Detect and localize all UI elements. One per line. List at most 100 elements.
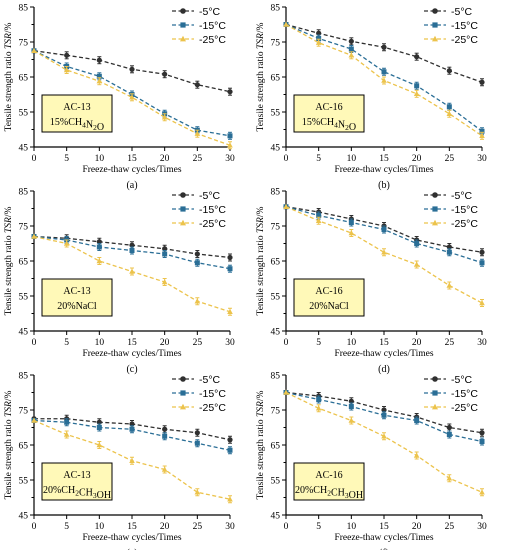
- data-point: [96, 73, 102, 79]
- legend-entry: -15°C: [172, 20, 226, 32]
- annotation-box: AC-16 20%CH2CH3OH: [293, 462, 365, 501]
- mixture-label: AC-13: [63, 286, 90, 297]
- y-axis-label: Tensile strength ratio TSR/%: [256, 206, 266, 315]
- mixture-label: AC-16: [315, 286, 342, 297]
- y-tick-label: 55: [271, 477, 281, 487]
- y-tick-label: 65: [271, 74, 281, 84]
- y-axis-label: Tensile strength ratio TSR/%: [256, 22, 266, 131]
- legend-label: -5°C: [451, 6, 473, 18]
- y-tick-label: 55: [271, 293, 281, 303]
- panel-caption: (a): [126, 180, 137, 191]
- x-axis-label: Freeze-thaw cycles/Times: [82, 165, 181, 175]
- annotation-box: AC-13 20%NaCl: [41, 278, 113, 317]
- data-point: [381, 249, 387, 255]
- legend-label: -25°C: [451, 34, 478, 46]
- x-tick-label: 25: [193, 338, 203, 348]
- x-tick-label: 0: [32, 154, 37, 164]
- data-point: [161, 466, 168, 472]
- data-point: [381, 77, 387, 83]
- x-tick-label: 30: [225, 338, 235, 348]
- y-tick-label: 75: [271, 39, 281, 49]
- data-point: [129, 66, 135, 72]
- x-tick-label: 10: [95, 522, 105, 532]
- data-point: [446, 424, 452, 431]
- legend-entry: -15°C: [424, 388, 478, 400]
- solution-label: 20%NaCl: [57, 301, 97, 312]
- data-point: [63, 240, 70, 246]
- y-tick-label: 65: [271, 442, 281, 452]
- panel-caption: (b): [378, 180, 390, 191]
- series--25°C: [31, 417, 233, 504]
- data-point: [31, 233, 37, 239]
- series--25°C: [283, 203, 485, 307]
- data-point: [283, 21, 289, 27]
- y-axis-label: Tensile strength ratio TSR/%: [4, 206, 14, 315]
- data-point: [194, 130, 201, 136]
- x-tick-label: 15: [379, 154, 389, 164]
- data-point: [414, 54, 420, 60]
- legend-entry: -15°C: [424, 204, 478, 216]
- legend-marker: [180, 192, 186, 198]
- data-point: [283, 389, 289, 395]
- y-tick-label: 45: [271, 328, 281, 338]
- x-axis-label: Freeze-thaw cycles/Times: [334, 349, 433, 359]
- y-tick-label: 65: [19, 74, 29, 84]
- data-point: [227, 447, 233, 453]
- data-point: [96, 425, 102, 430]
- data-point: [315, 39, 322, 45]
- y-tick-label: 75: [19, 39, 29, 49]
- panel-caption: (c): [126, 364, 137, 375]
- x-tick-label: 0: [32, 338, 37, 348]
- legend-entry: -25°C: [172, 218, 226, 230]
- data-point: [96, 258, 103, 264]
- series--15°C: [31, 418, 233, 455]
- data-point: [446, 104, 452, 110]
- y-tick-label: 75: [19, 223, 29, 233]
- legend-entry: -25°C: [172, 34, 226, 46]
- y-tick-label: 75: [271, 223, 281, 233]
- legend-entry: -5°C: [172, 190, 221, 202]
- mixture-label: AC-13: [63, 102, 90, 113]
- data-point: [381, 433, 387, 439]
- data-point: [96, 78, 103, 84]
- data-point: [129, 248, 135, 253]
- legend-marker: [432, 8, 438, 14]
- data-point: [348, 38, 354, 44]
- legend-entry: -25°C: [424, 402, 478, 414]
- mixture-label: AC-16: [315, 102, 342, 113]
- data-point: [446, 432, 452, 437]
- data-point: [194, 430, 200, 436]
- data-point: [227, 133, 233, 139]
- legend-label: -25°C: [199, 34, 226, 46]
- legend-marker: [432, 376, 438, 382]
- data-point: [316, 397, 322, 402]
- y-tick-label: 85: [271, 188, 281, 198]
- y-tick-label: 45: [271, 144, 281, 154]
- x-tick-label: 0: [32, 522, 37, 532]
- solution-label: 15%CH4N2O: [302, 117, 356, 133]
- legend-marker: [180, 22, 186, 28]
- legend-marker: [180, 390, 186, 396]
- data-point: [381, 69, 387, 75]
- data-point: [348, 220, 354, 225]
- data-point: [446, 110, 453, 116]
- data-point: [414, 241, 420, 246]
- data-point: [162, 433, 168, 439]
- y-tick-label: 85: [271, 4, 281, 14]
- legend-label: -15°C: [451, 20, 478, 32]
- data-point: [129, 426, 135, 432]
- x-tick-label: 10: [347, 522, 357, 532]
- y-tick-label: 45: [19, 328, 29, 338]
- data-point: [479, 132, 485, 138]
- annotation-background: [41, 278, 113, 317]
- x-tick-label: 5: [316, 522, 321, 532]
- data-point: [479, 439, 485, 444]
- legend-entry: -5°C: [424, 6, 473, 18]
- legend-label: -5°C: [199, 6, 221, 18]
- data-point: [283, 203, 289, 209]
- x-tick-label: 30: [225, 154, 235, 164]
- data-point: [413, 452, 420, 458]
- legend-label: -5°C: [451, 374, 473, 386]
- data-point: [162, 426, 168, 432]
